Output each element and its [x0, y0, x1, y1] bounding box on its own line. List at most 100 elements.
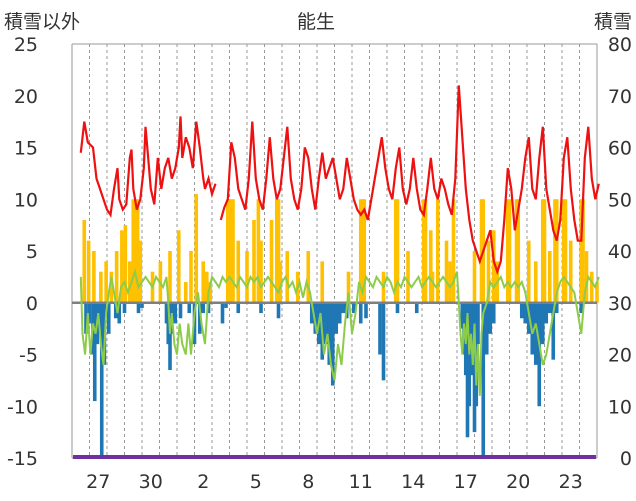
left-y-tick-label: 0	[26, 293, 38, 315]
blue-bar	[330, 302, 335, 386]
precip-bar	[584, 251, 589, 303]
right-y-tick-label: 70	[608, 86, 632, 108]
precip-bar	[256, 199, 261, 303]
blue-bar	[537, 302, 542, 407]
precip-bar	[204, 271, 209, 303]
precip-bar	[444, 240, 449, 303]
blue-bar	[358, 302, 363, 324]
precip-bar	[131, 199, 136, 303]
blue-bar	[476, 302, 480, 345]
precip-bar	[406, 251, 410, 303]
temperature-line	[79, 85, 600, 276]
precip-bar	[92, 251, 96, 303]
blue-bar	[122, 302, 127, 314]
blue-bar	[136, 302, 141, 314]
blue-bar	[540, 302, 545, 345]
precip-bar	[276, 199, 281, 303]
precip-bar	[208, 282, 213, 303]
precip-bar	[554, 199, 559, 303]
precip-bar	[168, 251, 172, 303]
blue-bar	[378, 302, 382, 355]
precip-bar	[138, 240, 143, 303]
precip-bar	[252, 219, 256, 303]
blue-bar	[140, 302, 144, 308]
blue-bar	[381, 302, 386, 381]
blue-bar	[113, 302, 118, 319]
precip-bar	[109, 271, 114, 303]
blue-bar	[414, 302, 419, 314]
blue-bar	[351, 302, 356, 314]
blue-bar	[544, 302, 549, 324]
right-axis-title: 積雪	[594, 11, 632, 33]
blue-bar	[551, 302, 556, 360]
blue-bar	[309, 302, 314, 324]
precip-bar	[82, 219, 87, 303]
precip-bar	[176, 230, 181, 303]
precip-bar	[133, 199, 138, 303]
precip-bar	[533, 261, 538, 303]
left-y-tick-label: -15	[7, 448, 38, 470]
blue-bar	[484, 302, 489, 355]
precip-bar	[563, 199, 568, 303]
precip-bar	[86, 240, 91, 303]
x-tick-label: 23	[559, 471, 583, 493]
left-y-tick-label: 15	[14, 138, 38, 160]
blue-bar	[579, 302, 584, 314]
precip-bar	[581, 199, 585, 303]
precip-bar	[507, 199, 512, 303]
precip-bar	[516, 199, 521, 303]
blue-bar	[87, 302, 92, 324]
precip-bar	[114, 251, 119, 303]
blue-bar	[84, 302, 88, 334]
blue-bar	[276, 302, 281, 319]
right-y-tick-label: 80	[608, 34, 632, 56]
blue-bar	[554, 302, 559, 314]
blue-bar	[236, 302, 241, 314]
right-y-tick-labels: 80 70 60 50 40 30 20 10 0	[608, 34, 632, 470]
left-y-tick-label: -5	[19, 345, 38, 367]
blue-bar	[99, 302, 104, 458]
precip-bar	[435, 199, 440, 303]
blue-bar	[491, 302, 496, 324]
right-y-tick-label: 30	[608, 293, 632, 315]
x-tick-label: 20	[506, 471, 530, 493]
blue-bar	[337, 302, 342, 324]
left-y-tick-label: -10	[7, 396, 38, 418]
precip-bar	[589, 271, 594, 303]
blue-bar	[201, 302, 206, 314]
blue-bar	[187, 302, 192, 314]
left-axis-title: 積雪以外	[4, 11, 80, 33]
precip-bar	[595, 282, 599, 303]
x-tick-labels: 27 30 2 5 8 11 14 17 20 23	[86, 471, 583, 493]
precip-bar	[120, 230, 124, 303]
precip-bar	[183, 282, 188, 303]
left-y-tick-label: 5	[26, 241, 38, 263]
precip-bar	[278, 261, 283, 303]
blue-bar	[173, 302, 178, 324]
blue-bar	[92, 302, 97, 402]
blue-bar	[327, 302, 332, 365]
left-y-tick-label: 20	[14, 86, 38, 108]
precip-bar	[395, 199, 400, 303]
precip-bar	[285, 251, 290, 303]
precip-bar	[428, 230, 433, 303]
precip-bar	[306, 251, 311, 303]
blue-bar	[206, 302, 211, 314]
precip-bar	[526, 240, 531, 303]
x-tick-label: 27	[86, 471, 110, 493]
wind-line	[79, 268, 600, 396]
precip-bar	[547, 251, 552, 303]
blue-bar	[117, 302, 122, 324]
x-tick-label: 17	[454, 471, 478, 493]
right-y-tick-label: 10	[608, 396, 632, 418]
precip-bar	[472, 251, 477, 303]
precip-bar	[448, 261, 452, 303]
blue-bar	[481, 302, 486, 458]
precip-bar	[236, 240, 241, 303]
x-tick-label: 8	[302, 471, 314, 493]
x-tick-label: 5	[250, 471, 262, 493]
precip-bar	[127, 261, 132, 303]
right-y-tick-label: 40	[608, 241, 632, 263]
left-y-tick-labels: 25 20 15 10 5 0 -5 -10 -15	[7, 34, 38, 470]
left-y-tick-label: 25	[14, 34, 38, 56]
